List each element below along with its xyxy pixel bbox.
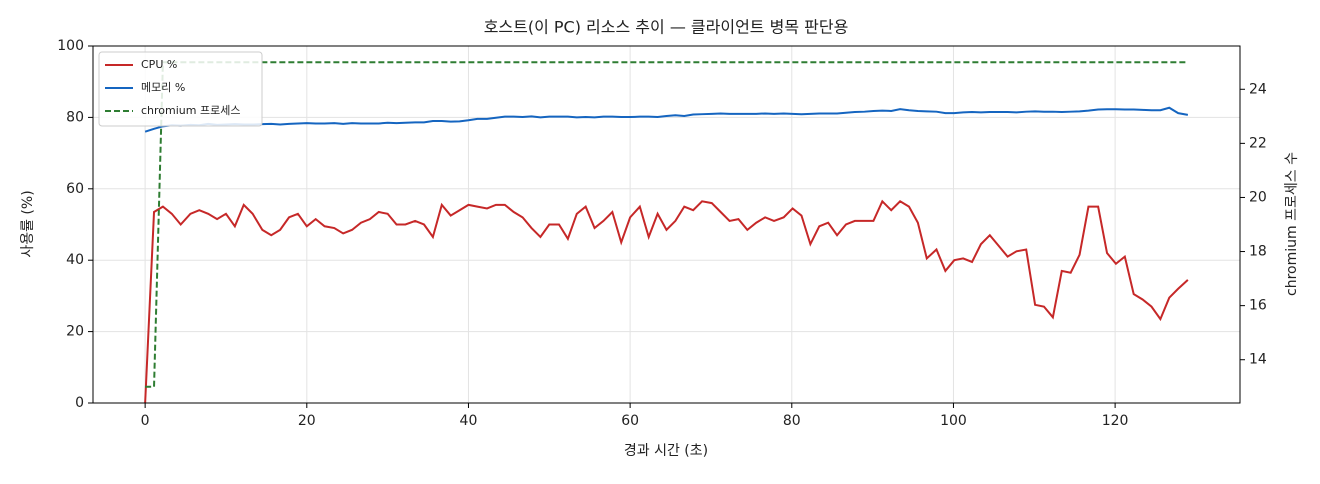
y2-tick-label: 22 bbox=[1249, 135, 1267, 151]
series-line bbox=[144, 106, 1189, 133]
y-tick-label: 80 bbox=[66, 109, 84, 125]
y-tick-label: 40 bbox=[66, 252, 84, 268]
y2-tick-label: 18 bbox=[1249, 244, 1267, 260]
y2-axis-label: chromium 프로세스 수 bbox=[1284, 152, 1300, 296]
legend-label: CPU % bbox=[141, 58, 177, 71]
x-tick-label: 80 bbox=[783, 413, 801, 429]
chart-title: 호스트(이 PC) 리소스 추이 — 클라이언트 병목 판단용 bbox=[484, 18, 849, 37]
y2-tick-label: 16 bbox=[1249, 298, 1267, 314]
x-tick-label: 0 bbox=[141, 413, 150, 429]
y2-tick-label: 14 bbox=[1249, 352, 1267, 368]
series-line bbox=[145, 61, 1188, 388]
legend-label: chromium 프로세스 bbox=[141, 104, 240, 117]
y-tick-label: 0 bbox=[75, 395, 84, 411]
y-tick-label: 20 bbox=[66, 324, 84, 340]
y-tick-label: 100 bbox=[57, 38, 84, 54]
series-line bbox=[144, 199, 1189, 404]
x-axis-label: 경과 시간 (초) bbox=[624, 443, 708, 459]
plot-frame bbox=[92, 45, 1241, 404]
x-tick-label: 100 bbox=[940, 413, 967, 429]
legend-box bbox=[98, 51, 263, 127]
y2-tick-label: 24 bbox=[1249, 81, 1267, 97]
y2-tick-label: 20 bbox=[1249, 189, 1267, 205]
legend: CPU % 메모리 % chromium 프로세스 bbox=[98, 51, 263, 127]
x-tick-label: 20 bbox=[298, 413, 316, 429]
y-tick-label: 60 bbox=[66, 181, 84, 197]
x-tick-label: 40 bbox=[460, 413, 478, 429]
x-tick-label: 60 bbox=[621, 413, 639, 429]
legend-label: 메모리 % bbox=[141, 81, 185, 94]
y-axis-label: 사용률 (%) bbox=[20, 190, 36, 257]
x-tick-label: 120 bbox=[1102, 413, 1129, 429]
